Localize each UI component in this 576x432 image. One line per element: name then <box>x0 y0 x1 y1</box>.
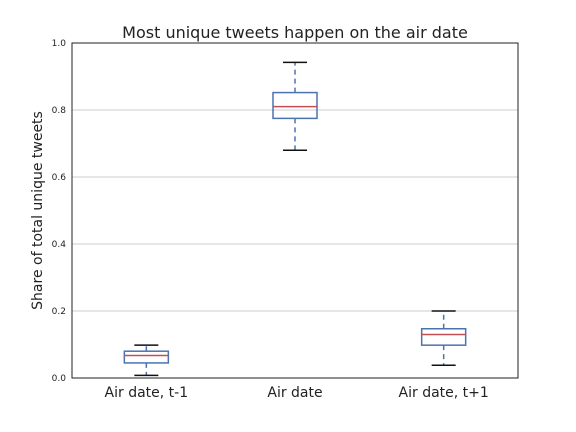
y-axis-label: Share of total unique tweets <box>30 111 46 310</box>
x-tick-label: Air date, t+1 <box>399 385 489 401</box>
y-tick-label: 0.8 <box>52 106 67 116</box>
box-iqr <box>420 328 467 346</box>
chart-title: Most unique tweets happen on the air dat… <box>122 23 468 42</box>
y-tick-label: 1.0 <box>52 39 67 49</box>
box-group <box>272 61 318 151</box>
x-tick-label: Air date <box>267 385 322 401</box>
x-tick-label: Air date, t-1 <box>105 385 189 401</box>
box-group <box>420 310 467 367</box>
box-series <box>123 61 467 377</box>
y-axis-ticks: 0.0 0.2 0.4 0.6 0.8 1.0 <box>52 39 67 384</box>
box-group <box>123 344 170 377</box>
y-tick-label: 0.0 <box>52 374 67 384</box>
y-tick-label: 0.4 <box>52 240 67 250</box>
y-tick-label: 0.2 <box>52 307 66 317</box>
y-tick-label: 0.6 <box>52 173 67 183</box>
box-iqr <box>272 91 318 120</box>
box-iqr <box>123 350 170 364</box>
x-axis-ticks: Air date, t-1 Air date Air date, t+1 <box>105 385 489 401</box>
plot-frame <box>71 42 519 379</box>
